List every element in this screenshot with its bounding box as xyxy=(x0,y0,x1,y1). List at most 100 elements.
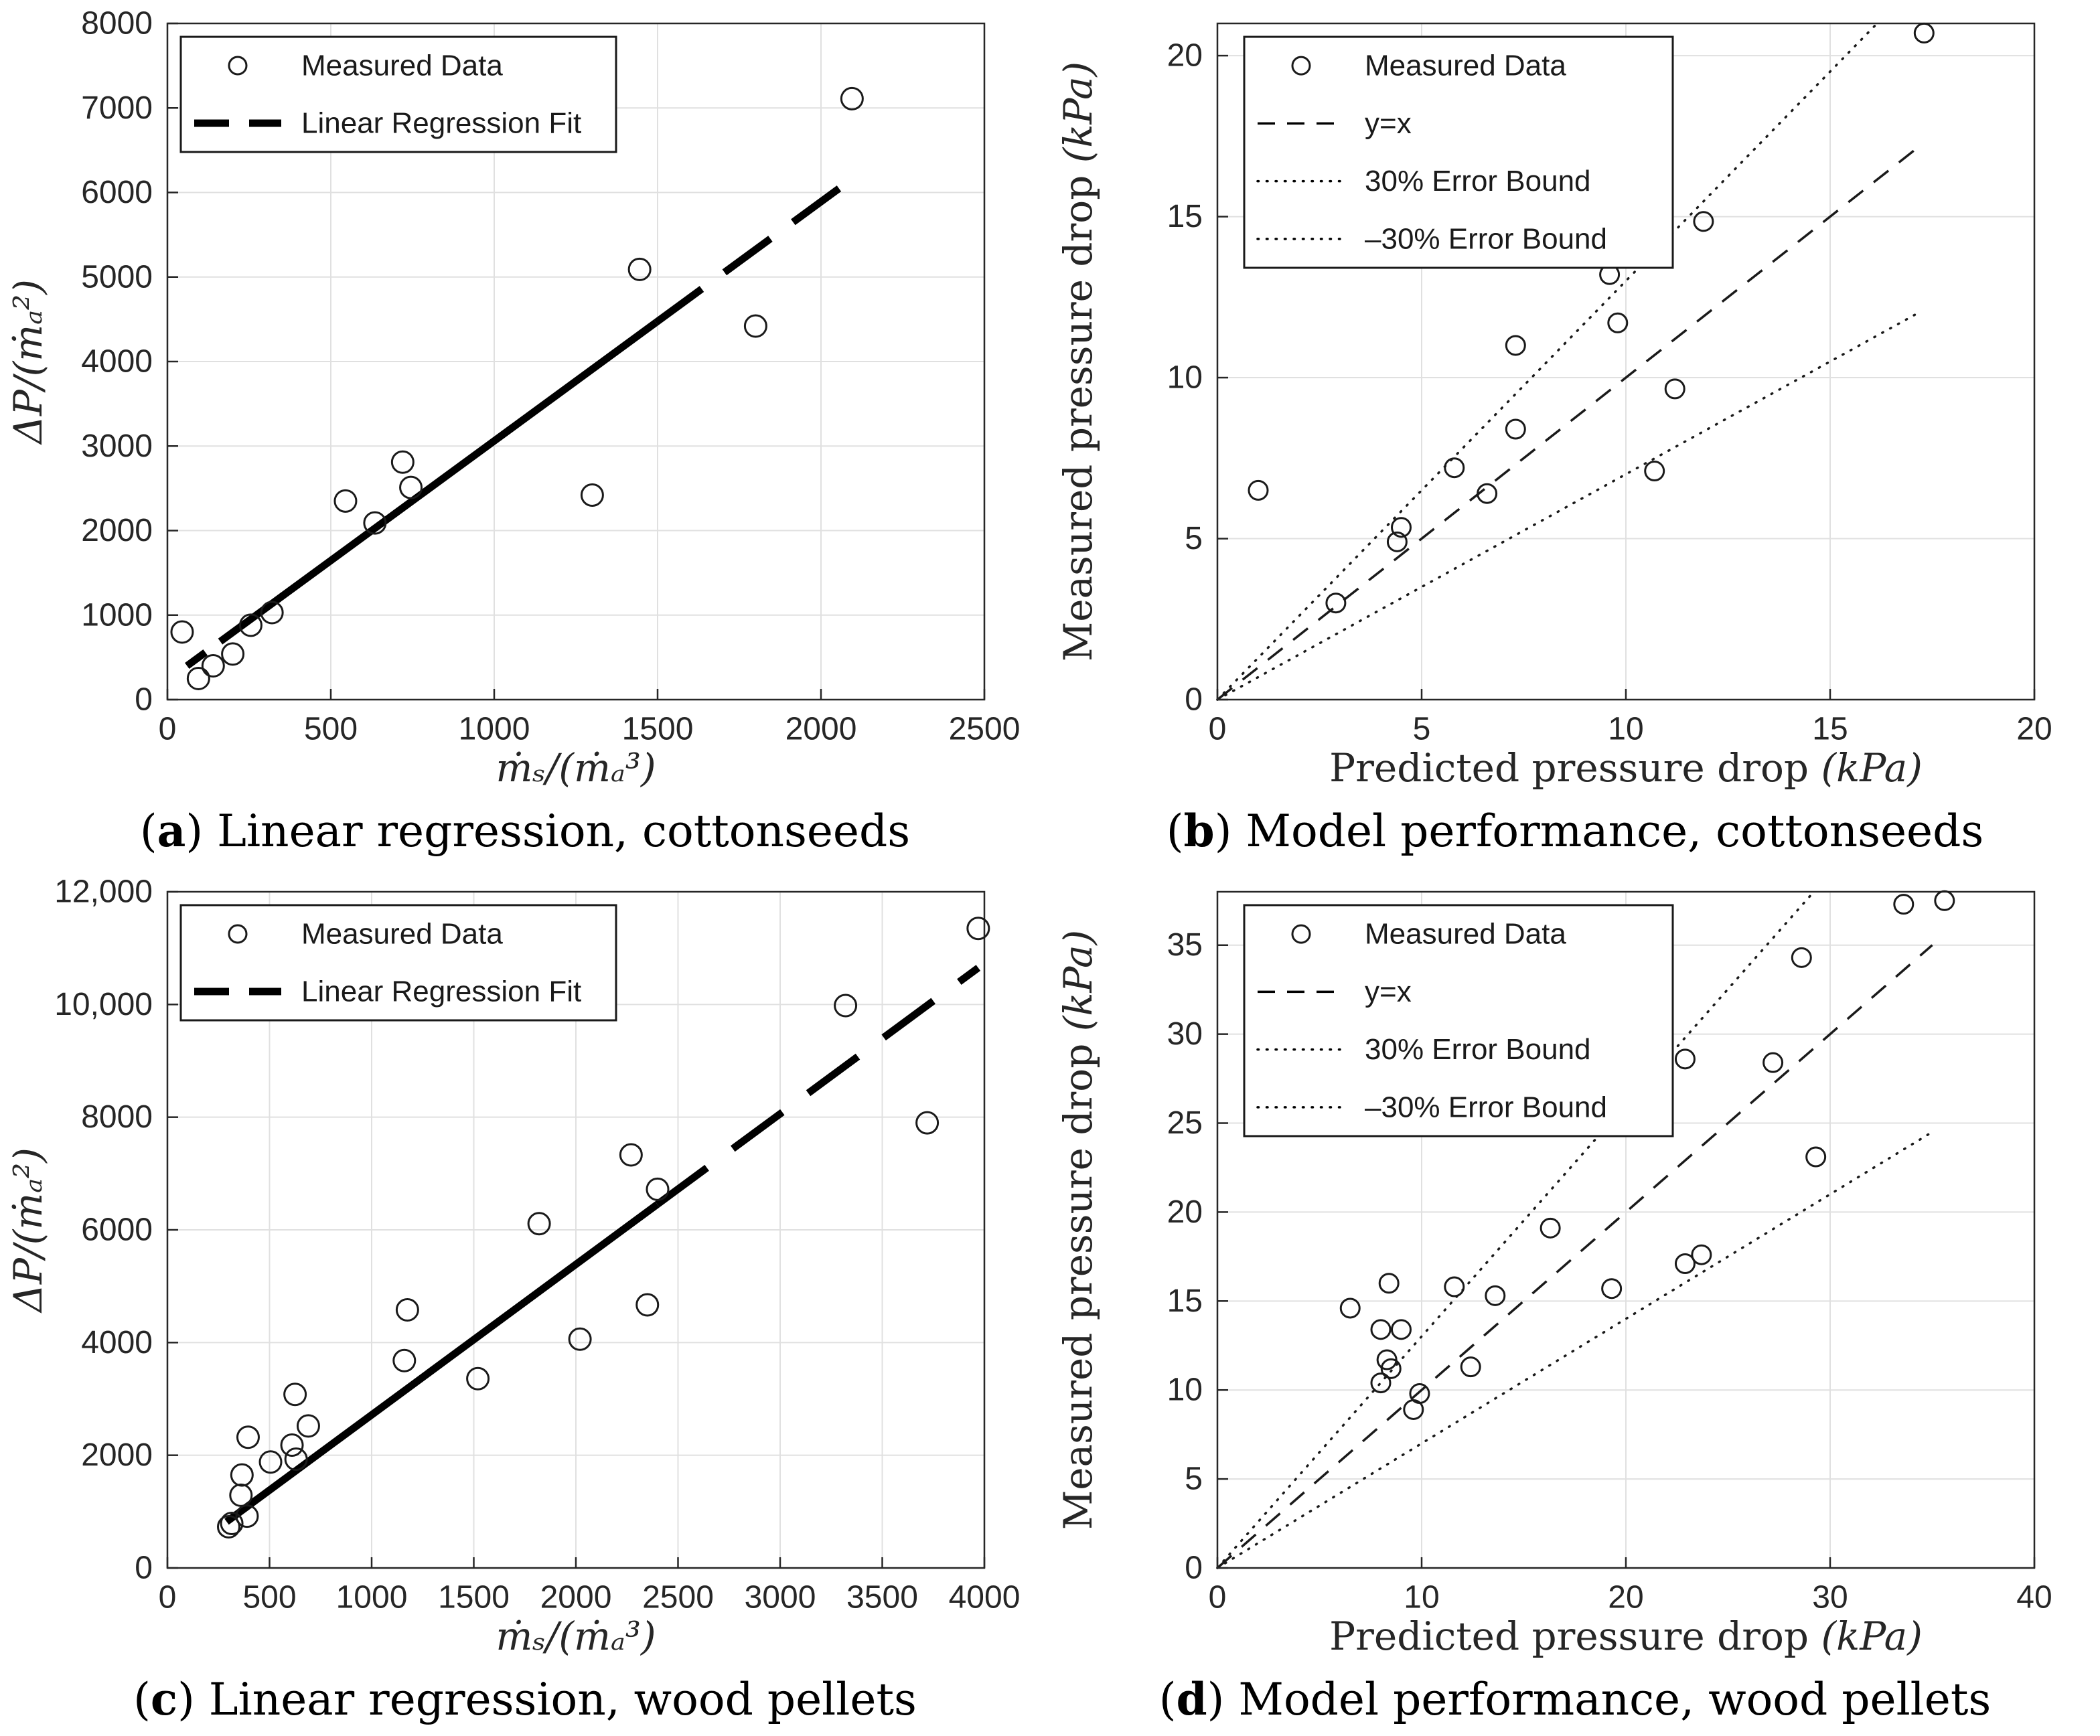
caption-d-letter: d xyxy=(1176,1673,1207,1725)
legend-marker-circle xyxy=(228,56,248,76)
x-tick-label: 2500 xyxy=(642,1580,714,1615)
legend-label: Linear Regression Fit xyxy=(301,975,581,1008)
data-point xyxy=(1460,1356,1481,1378)
caption-a-prefix: ( xyxy=(139,805,157,857)
data-point xyxy=(1391,1319,1412,1340)
y-tick-label: 25 xyxy=(1167,1105,1203,1141)
data-point xyxy=(221,642,245,666)
panel-a: 0 500 1000 1500 2000 2500 0 1000 2000 3000 4000 500… xyxy=(0,0,1050,868)
x-tick-label: 0 xyxy=(1209,1580,1227,1615)
caption-c-letter: c xyxy=(150,1673,178,1725)
y-tick-label: 20 xyxy=(1167,1194,1203,1230)
fit-line-solid xyxy=(224,1201,660,1525)
x-axis-label: Predicted pressure drop (kPa) xyxy=(1329,745,1923,791)
data-point xyxy=(1386,531,1408,552)
caption-c-suffix: ) Linear regression, wood pellets xyxy=(177,1673,917,1725)
data-point xyxy=(229,1483,253,1507)
y-tick-label: 12,000 xyxy=(54,874,153,910)
fit-line-dashed-tail xyxy=(654,175,854,326)
data-point xyxy=(238,613,262,637)
x-tick-label: 0 xyxy=(159,712,177,747)
legend-box xyxy=(179,35,617,153)
caption-d-suffix: ) Model performance, wood pellets xyxy=(1207,1673,1992,1725)
y-axis-label: Measured pressure drop (kPa) xyxy=(1055,62,1101,661)
x-axis-label: Predicted pressure drop (kPa) xyxy=(1329,1613,1923,1659)
data-point xyxy=(170,620,194,644)
data-point xyxy=(1693,211,1714,232)
x-tick-label: 1500 xyxy=(622,712,694,747)
legend-label: –30% Error Bound xyxy=(1365,1091,1607,1123)
data-point xyxy=(390,450,415,474)
caption-c-prefix: ( xyxy=(133,1673,151,1725)
caption-a: (a) Linear regression, cottonseeds xyxy=(0,793,1050,868)
figure-bottom-row: 0 500 1000 1500 2000 2500 3000 3500 4000 0 2000 400… xyxy=(0,868,2100,1736)
data-point xyxy=(743,314,767,338)
data-point xyxy=(392,1348,417,1372)
x-tick-label: 4000 xyxy=(949,1580,1021,1615)
x-tick-label: 500 xyxy=(304,712,358,747)
data-point xyxy=(1691,1244,1712,1265)
data-point xyxy=(280,1433,304,1457)
data-point xyxy=(235,1504,259,1528)
fit-line-solid xyxy=(218,319,658,645)
x-tick-label: 1500 xyxy=(438,1580,510,1615)
data-point xyxy=(1505,418,1526,440)
y-axis-label: ΔP/(ṁₐ²) xyxy=(5,1148,51,1314)
x-tick-label: 3000 xyxy=(745,1580,816,1615)
data-point xyxy=(1674,1048,1696,1070)
data-point xyxy=(1370,1319,1392,1340)
data-point xyxy=(1370,1372,1392,1394)
y-tick-label: 0 xyxy=(135,682,153,718)
legend-label: y=x xyxy=(1365,975,1412,1008)
x-tick-label: 500 xyxy=(242,1580,296,1615)
y-tick-label: 10 xyxy=(1167,1372,1203,1408)
y-tick-label: 15 xyxy=(1167,199,1203,234)
data-point xyxy=(399,475,423,499)
y-tick-label: 4000 xyxy=(81,1325,153,1360)
x-tick-label: 1000 xyxy=(336,1580,408,1615)
data-point xyxy=(580,483,604,507)
ref-line xyxy=(1216,1131,1934,1569)
data-point xyxy=(296,1414,320,1438)
legend-label: Measured Data xyxy=(301,50,503,82)
legend-label: Measured Data xyxy=(301,918,503,951)
data-point xyxy=(1325,593,1347,614)
x-tick-label: 10 xyxy=(1608,712,1643,747)
x-tick-label: 30 xyxy=(1812,1580,1848,1615)
data-point xyxy=(363,511,387,535)
caption-d: (d) Model performance, wood pellets xyxy=(1050,1662,2100,1736)
ref-line xyxy=(1216,890,1815,1569)
legend-box xyxy=(1243,35,1674,269)
chart-d-scatter: 0 10 20 30 40 0 5 10 15 20 25 30 35 Predicted pressur… xyxy=(1055,890,2052,1659)
ref-line xyxy=(1216,311,1921,701)
data-point xyxy=(1913,22,1935,44)
data-point xyxy=(1601,1278,1623,1299)
y-tick-label: 4000 xyxy=(81,344,153,380)
data-point xyxy=(1664,378,1685,400)
data-point xyxy=(258,1450,283,1474)
y-tick-label: 5000 xyxy=(81,259,153,295)
y-tick-label: 8000 xyxy=(81,1099,153,1135)
data-point xyxy=(1248,479,1269,501)
panel-c: 0 500 1000 1500 2000 2500 3000 3500 4000 0 2000 400… xyxy=(0,868,1050,1736)
data-point xyxy=(1540,1217,1561,1239)
x-tick-label: 10 xyxy=(1404,1580,1439,1615)
x-tick-label: 2000 xyxy=(540,1580,612,1615)
data-point xyxy=(1505,335,1526,356)
y-tick-label: 30 xyxy=(1167,1016,1203,1052)
x-tick-label: 20 xyxy=(1608,1580,1643,1615)
legend-label: Measured Data xyxy=(1365,918,1566,951)
data-point xyxy=(1791,947,1812,968)
legend-marker-circle xyxy=(1291,56,1311,76)
y-tick-label: 6000 xyxy=(81,175,153,210)
ref-line xyxy=(1216,148,1917,701)
x-tick-label: 0 xyxy=(1209,712,1227,747)
y-tick-label: 7000 xyxy=(81,90,153,126)
fit-line-dashed-tail xyxy=(655,965,981,1208)
x-tick-label: 40 xyxy=(2016,1580,2052,1615)
legend-label: y=x xyxy=(1365,107,1412,140)
legend-box xyxy=(179,904,617,1022)
y-axis-label: Measured pressure drop (kPa) xyxy=(1055,930,1101,1530)
legend-label: 30% Error Bound xyxy=(1365,165,1591,198)
x-axis-label: ṁₛ/(ṁₐ³) xyxy=(496,1613,656,1659)
